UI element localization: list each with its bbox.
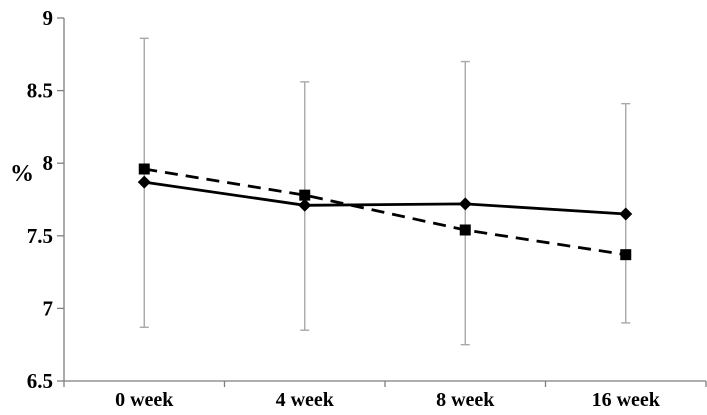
diamond-marker — [137, 175, 151, 189]
square-marker — [299, 189, 311, 201]
y-tick-label: 8.5 — [27, 79, 53, 103]
square-marker — [620, 249, 632, 261]
diamond-marker — [458, 197, 472, 211]
diamond-marker — [298, 198, 312, 212]
square-marker — [138, 163, 150, 175]
x-tick-label: 16 week — [592, 389, 661, 411]
x-tick-label: 8 week — [436, 389, 495, 411]
y-tick-label: 7 — [43, 296, 54, 320]
y-tick-label: 6.5 — [27, 369, 53, 393]
series-line-square — [144, 167, 626, 257]
x-tick-label: 0 week — [115, 389, 174, 411]
diamond-marker — [619, 207, 633, 221]
y-tick-label: 7.5 — [27, 224, 53, 248]
series-line-diamond — [144, 180, 626, 216]
square-marker — [459, 224, 471, 236]
y-axis-title: % — [10, 161, 34, 187]
y-tick-label: 9 — [43, 6, 54, 30]
y-tick-label: 8 — [43, 151, 54, 175]
x-tick-label: 4 week — [276, 389, 335, 411]
